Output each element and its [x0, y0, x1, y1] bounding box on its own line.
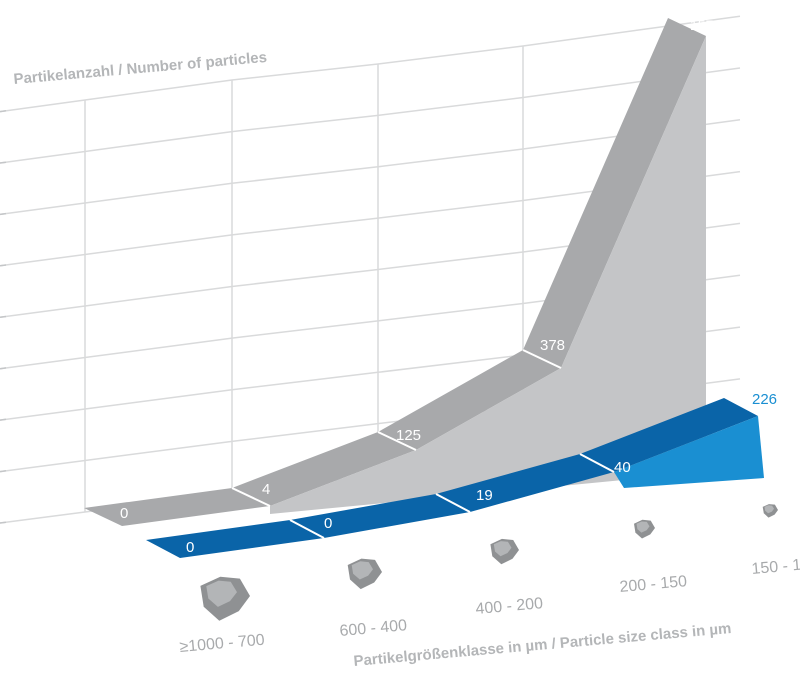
y-tick [0, 109, 7, 113]
grey-ribbon-face [84, 18, 706, 526]
y-tick [0, 367, 7, 370]
particle-icon-smallest [762, 504, 778, 518]
category-label: ≥1000 - 700 [179, 632, 266, 656]
grey-segment-divider [231, 487, 271, 507]
blue-value-label: 226 [752, 391, 777, 408]
blue-ribbon-face [146, 398, 758, 558]
blue-segment-divider [579, 453, 615, 473]
blue-value-label: 40 [614, 459, 631, 476]
blue-value-label: 0 [186, 539, 194, 556]
y-tick [0, 470, 7, 473]
y-axis-title: Partikelanzahl / Number of particles [13, 49, 268, 88]
particle-icon-large [200, 576, 250, 621]
particle-icon-medium [347, 558, 382, 590]
y-tick [0, 315, 7, 319]
category-label: 600 - 400 [339, 617, 408, 640]
grey-value-label: 0 [120, 505, 128, 522]
blue-series [146, 398, 764, 558]
y-tick [0, 418, 7, 421]
grey-value-label: 378 [540, 337, 565, 354]
blue-segment-divider [289, 519, 325, 539]
particle-icon-tiny [634, 519, 655, 539]
blue-ribbon-side [614, 416, 764, 488]
grey-segment-divider [522, 349, 562, 369]
grey-value-label: 125 [396, 427, 421, 444]
grey-value-label: 4 [262, 481, 270, 498]
category-label: 400 - 200 [475, 595, 544, 618]
blue-value-label: 0 [324, 515, 332, 532]
category-label: 150 - 1 [751, 557, 800, 578]
y-tick [0, 161, 7, 164]
category-labels: ≥1000 - 700 600 - 400 400 - 200 200 - 150 15… [179, 557, 800, 656]
grey-series [84, 18, 706, 526]
grey-segment-divider [377, 431, 417, 451]
grey-value-label: 1576 [690, 17, 721, 33]
particle-icons [200, 504, 778, 621]
particle-icon-small [490, 538, 519, 565]
blue-segment-divider [435, 493, 471, 513]
category-label: 200 - 150 [619, 573, 688, 596]
blue-value-label: 19 [476, 487, 493, 504]
x-axis-title: Partikelgrößenklasse in µm / Particle si… [353, 620, 732, 670]
y-tick [0, 521, 7, 524]
value-labels: 0 4 125 378 1576 0 0 19 40 226 [120, 17, 777, 556]
y-tick [0, 264, 7, 267]
y-tick [0, 212, 7, 216]
grey-ribbon-side [270, 36, 706, 514]
